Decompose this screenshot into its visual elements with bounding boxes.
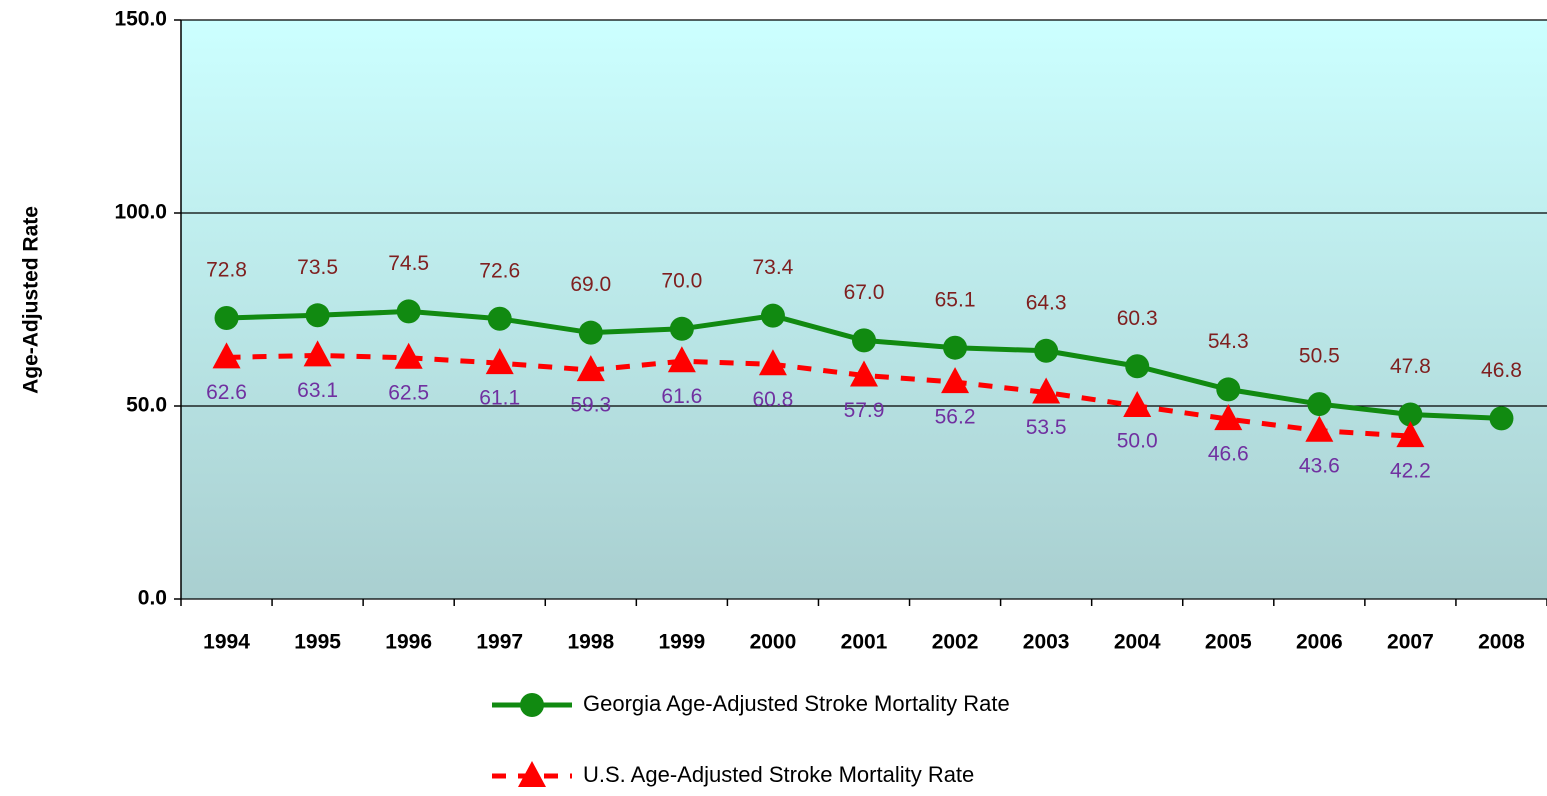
y-tick-label: 0.0 <box>138 587 167 610</box>
data-label: 46.8 <box>1481 359 1522 382</box>
x-tick-label: 2008 <box>1478 631 1525 654</box>
data-label: 70.0 <box>661 269 702 292</box>
x-tick-label: 2001 <box>841 631 888 654</box>
data-label: 59.3 <box>570 394 611 417</box>
data-label: 61.1 <box>479 387 520 410</box>
data-label: 73.5 <box>297 256 338 279</box>
data-point <box>669 316 694 341</box>
data-label: 64.3 <box>1026 291 1067 314</box>
data-point <box>943 335 968 360</box>
data-label: 65.1 <box>935 288 976 311</box>
data-point <box>1214 404 1243 431</box>
data-point <box>1396 421 1425 448</box>
data-point <box>485 348 514 375</box>
data-label: 62.5 <box>388 381 429 404</box>
legend-marker <box>520 693 544 717</box>
data-point <box>214 305 239 330</box>
data-point <box>941 367 970 394</box>
data-label: 60.3 <box>1117 307 1158 330</box>
data-point <box>578 320 603 345</box>
data-label: 72.8 <box>206 259 247 282</box>
x-tick-label: 2000 <box>750 631 797 654</box>
series-line <box>226 352 1411 439</box>
data-point <box>1489 406 1514 431</box>
x-tick-label: 1999 <box>659 631 706 654</box>
legend-label: U.S. Age-Adjusted Stroke Mortality Rate <box>583 762 974 787</box>
data-point <box>1216 377 1241 402</box>
x-tick-label: 2006 <box>1296 631 1343 654</box>
data-label: 47.8 <box>1390 355 1431 378</box>
data-label: 54.3 <box>1208 330 1249 353</box>
data-label: 61.6 <box>661 385 702 408</box>
data-point <box>303 340 332 367</box>
data-label: 74.5 <box>388 252 429 275</box>
legend-label: Georgia Age-Adjusted Stroke Mortality Ra… <box>583 691 1010 716</box>
x-tick-label: 2005 <box>1205 631 1252 654</box>
data-point <box>1307 392 1332 417</box>
data-label: 42.2 <box>1390 460 1431 483</box>
data-label: 53.5 <box>1026 416 1067 439</box>
data-label: 63.1 <box>297 379 338 402</box>
data-point <box>212 342 241 369</box>
data-point <box>758 349 787 376</box>
data-label: 57.9 <box>844 399 885 422</box>
data-point <box>1305 415 1334 442</box>
x-tick-label: 2007 <box>1387 631 1434 654</box>
data-label: 69.0 <box>570 273 611 296</box>
data-point <box>1034 338 1059 363</box>
x-tick-label: 1996 <box>385 631 432 654</box>
data-point <box>487 306 512 331</box>
data-label: 50.5 <box>1299 345 1340 368</box>
y-tick-label: 50.0 <box>126 394 167 417</box>
data-point <box>1125 354 1150 379</box>
data-point <box>852 328 876 353</box>
data-label: 43.6 <box>1299 454 1340 477</box>
data-label: 73.4 <box>752 256 793 279</box>
x-tick-label: 1995 <box>294 631 341 654</box>
legend-marker <box>518 761 546 787</box>
data-label: 56.2 <box>935 406 976 429</box>
data-label: 72.6 <box>479 259 520 282</box>
x-tick-label: 1997 <box>476 631 523 654</box>
x-tick-label: 1998 <box>567 631 614 654</box>
plot-area <box>181 20 1547 599</box>
x-tick-label: 2002 <box>932 631 979 654</box>
y-tick-label: 100.0 <box>114 201 167 224</box>
data-label: 50.0 <box>1117 430 1158 453</box>
y-axis-label: Age-Adjusted Rate <box>20 206 43 394</box>
data-point <box>760 303 785 328</box>
data-point <box>1123 391 1152 417</box>
x-tick-label: 2003 <box>1023 631 1070 654</box>
data-label: 60.8 <box>752 388 793 411</box>
data-point <box>394 342 423 369</box>
data-point <box>396 299 421 324</box>
data-label: 67.0 <box>844 281 885 304</box>
data-point <box>305 303 330 328</box>
x-tick-label: 1994 <box>203 631 250 654</box>
data-label: 62.6 <box>206 381 247 404</box>
data-point <box>850 360 878 387</box>
data-point <box>1398 402 1423 427</box>
y-tick-label: 150.0 <box>114 8 167 31</box>
x-tick-label: 2004 <box>1114 631 1161 654</box>
data-label: 46.6 <box>1208 443 1249 466</box>
data-point <box>576 355 605 382</box>
data-point <box>667 346 696 373</box>
data-point <box>1032 377 1061 404</box>
